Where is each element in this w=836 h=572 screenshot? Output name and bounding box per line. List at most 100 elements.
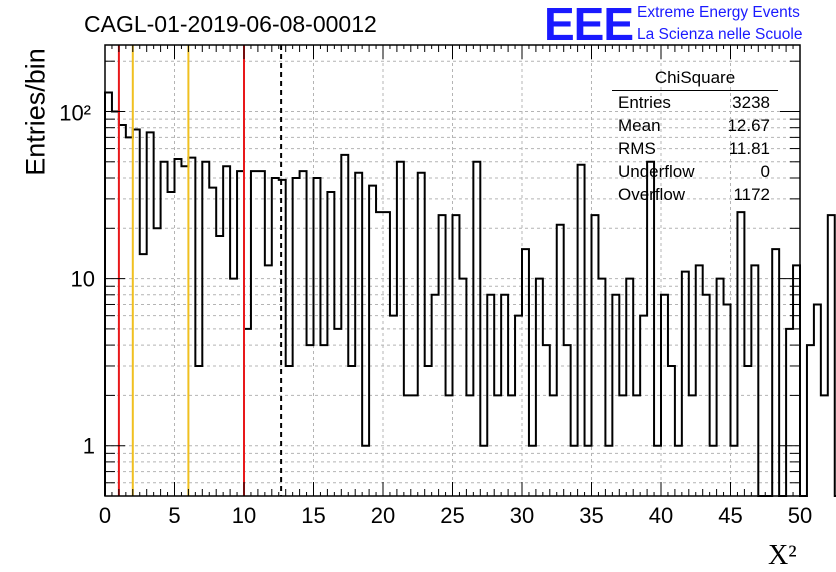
histogram-bin	[272, 178, 279, 496]
histogram-bin	[334, 329, 341, 496]
histogram-bin	[494, 395, 501, 496]
histogram-bin	[515, 316, 522, 496]
stats-row-underflow: Underflow 0	[612, 160, 778, 183]
x-tick-label: 5	[168, 503, 180, 528]
stats-box: ChiSquare Entries 3238 Mean 12.67 RMS 11.81…	[612, 66, 778, 206]
histogram-bin	[814, 304, 821, 496]
histogram-bin	[668, 366, 675, 496]
histogram-bin	[258, 171, 265, 496]
histogram-bin	[724, 304, 731, 496]
histogram-bin	[466, 395, 473, 496]
histogram-bin	[619, 395, 626, 496]
histogram-bin	[161, 162, 168, 496]
stats-row-mean: Mean 12.67	[612, 114, 778, 137]
stats-title: ChiSquare	[612, 66, 778, 91]
histogram-bin	[188, 158, 195, 496]
histogram-bin	[710, 446, 717, 496]
stats-value: 0	[760, 162, 770, 181]
x-tick-label: 20	[371, 503, 395, 528]
histogram-bin	[717, 279, 724, 496]
histogram-bin	[383, 212, 390, 496]
histogram-bin	[696, 265, 703, 496]
histogram-bin	[181, 166, 188, 496]
histogram-bin	[473, 162, 480, 496]
stats-value: 11.81	[728, 139, 770, 158]
histogram-bin	[286, 366, 293, 496]
histogram-bin	[300, 171, 307, 496]
histogram-bin	[564, 345, 571, 496]
x-tick-label: 25	[440, 503, 464, 528]
stats-value: 3238	[732, 93, 770, 112]
x-tick-label: 30	[510, 503, 534, 528]
histogram-bin	[529, 446, 536, 496]
histogram-bin	[376, 212, 383, 496]
x-axis-title: X²	[768, 540, 797, 571]
histogram-bin	[612, 295, 619, 496]
histogram-bin	[251, 171, 258, 496]
histogram-bin	[675, 446, 682, 496]
histogram-bin	[592, 215, 599, 496]
stats-label: Entries	[618, 93, 671, 112]
x-tick-label: 35	[579, 503, 603, 528]
logo-line-2: La Scienza nelle Scuole	[637, 26, 803, 43]
histogram-bin	[397, 162, 404, 496]
histogram-bin	[404, 395, 411, 496]
histogram-bin	[154, 228, 161, 496]
histogram-bin	[327, 192, 334, 496]
x-tick-label: 15	[301, 503, 325, 528]
histogram-bin	[223, 166, 230, 496]
histogram-bin	[216, 236, 223, 496]
histogram-bin	[320, 345, 327, 496]
histogram-bin	[140, 254, 147, 496]
histogram-bin	[508, 395, 515, 496]
histogram-bin	[689, 395, 696, 496]
stats-label: RMS	[618, 139, 656, 158]
histogram-bin	[202, 162, 209, 496]
histogram-bin	[536, 279, 543, 496]
histogram-bin	[571, 446, 578, 496]
histogram-bin	[633, 395, 640, 496]
histogram-bin	[487, 295, 494, 496]
histogram-bin	[550, 395, 557, 496]
stats-label: Underflow	[618, 162, 695, 181]
histogram-bin	[786, 329, 793, 496]
histogram-bin	[279, 180, 286, 496]
histogram-bin	[230, 279, 237, 496]
histogram-bin	[341, 155, 348, 496]
histogram-bin	[411, 395, 418, 496]
y-tick-label: 1	[83, 434, 95, 459]
histogram-bin	[307, 345, 314, 496]
histogram-bin	[480, 446, 487, 496]
x-tick-label: 40	[649, 503, 673, 528]
histogram-bin	[453, 215, 460, 496]
histogram-bin	[355, 173, 362, 496]
stats-value: 1172	[733, 185, 770, 204]
histogram-bin	[314, 178, 321, 496]
histogram-bin	[237, 171, 244, 496]
histogram-bin	[175, 159, 182, 496]
y-tick-label: 10	[71, 267, 95, 292]
histogram-bin	[459, 279, 466, 496]
x-tick-label: 10	[232, 503, 256, 528]
stats-label: Mean	[618, 116, 661, 135]
histogram-bin	[147, 132, 154, 496]
histogram-bin	[821, 395, 828, 496]
histogram-bin	[168, 192, 175, 496]
x-tick-label: 0	[99, 503, 111, 528]
histogram-bin	[293, 178, 300, 496]
histogram-bin	[640, 316, 647, 496]
histogram-bin	[751, 265, 758, 496]
histogram-bin	[598, 279, 605, 496]
histogram-bin	[585, 446, 592, 496]
stats-value: 12.67	[727, 116, 770, 135]
histogram-bin	[828, 215, 835, 496]
histogram-bin	[605, 446, 612, 496]
stats-label: Overflow	[618, 185, 686, 204]
histogram-bin	[737, 212, 744, 496]
histogram-bin	[731, 446, 738, 496]
y-tick-label: 10²	[59, 100, 91, 125]
histogram-bin	[119, 125, 126, 496]
stats-row-entries: Entries 3238	[612, 91, 778, 114]
eee-logo: EEE	[544, 0, 634, 50]
